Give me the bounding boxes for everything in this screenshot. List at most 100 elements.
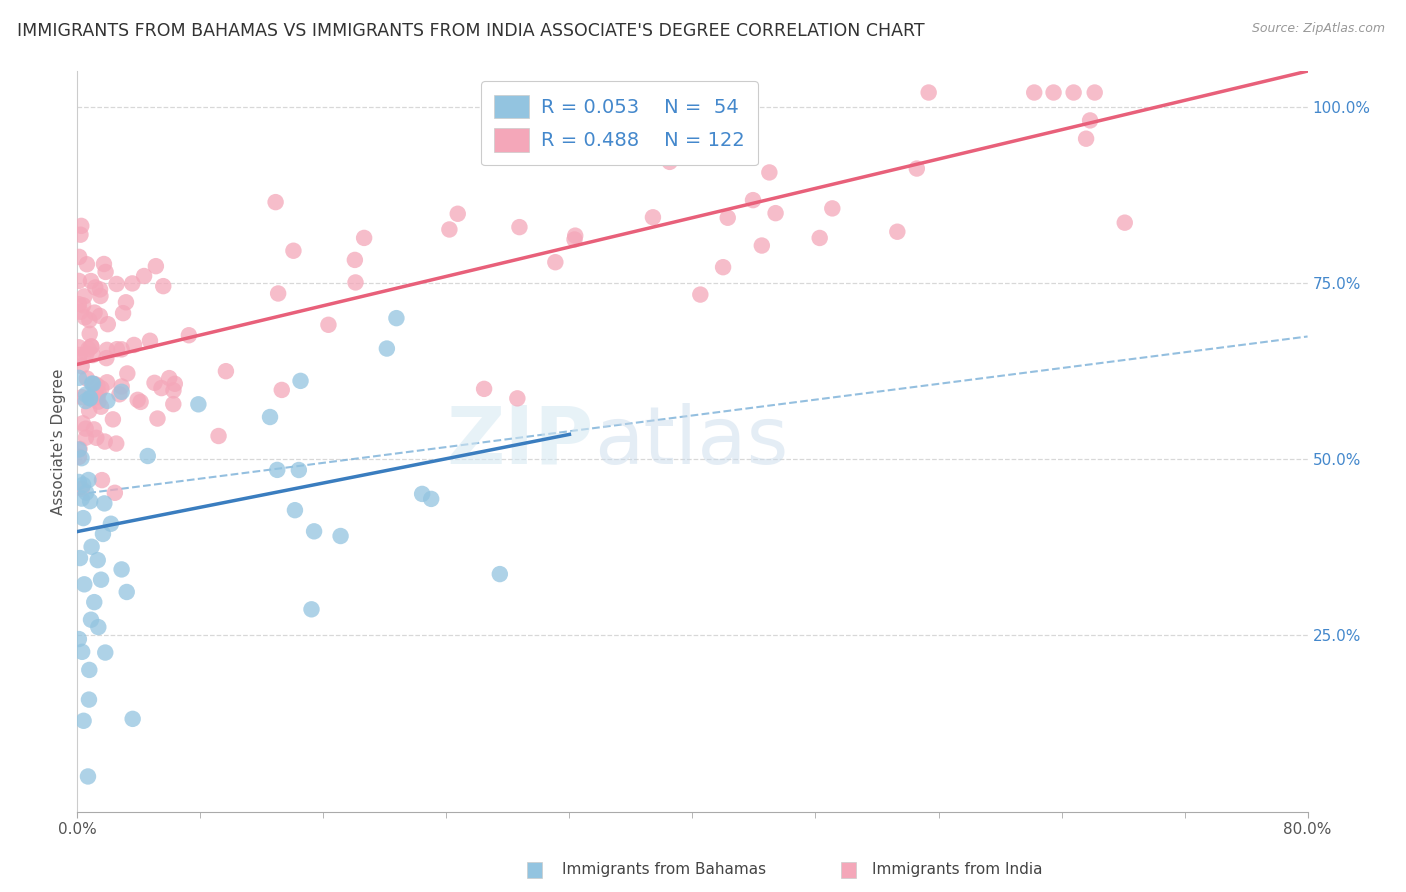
Point	[447, 207, 470, 221]
Point	[318, 318, 340, 332]
Text: Source: ZipAtlas.com: Source: ZipAtlas.com	[1251, 22, 1385, 36]
Point	[91, 527, 114, 541]
Point	[77, 403, 100, 417]
Point	[67, 475, 90, 489]
Legend: R = 0.053    N =  54, R = 0.488    N = 122: R = 0.053 N = 54, R = 0.488 N = 122	[481, 81, 758, 166]
Point	[157, 371, 180, 385]
Point	[918, 86, 941, 100]
Point	[329, 529, 352, 543]
Point	[70, 219, 93, 233]
Point	[72, 511, 94, 525]
Point	[132, 268, 155, 283]
Point	[96, 351, 118, 365]
Point	[187, 397, 209, 411]
Point	[67, 371, 90, 385]
Point	[375, 342, 398, 356]
Point	[79, 313, 101, 327]
Point	[733, 86, 755, 100]
Point	[1114, 216, 1136, 230]
Point	[69, 551, 91, 566]
Point	[105, 436, 128, 450]
Point	[301, 602, 323, 616]
Point	[72, 714, 94, 728]
Point	[207, 429, 229, 443]
Point	[79, 326, 101, 341]
Point	[72, 417, 94, 431]
Point	[87, 386, 110, 401]
Point	[69, 304, 91, 318]
Point	[544, 255, 567, 269]
Point	[87, 553, 110, 567]
Point	[77, 692, 100, 706]
Point	[89, 309, 111, 323]
Point	[69, 348, 91, 362]
Point	[905, 161, 928, 176]
Y-axis label: Associate's Degree: Associate's Degree	[51, 368, 66, 515]
Point	[742, 193, 765, 207]
Point	[75, 387, 97, 401]
Point	[83, 595, 105, 609]
Point	[411, 487, 433, 501]
Point	[84, 280, 107, 294]
Point	[75, 394, 97, 409]
Point	[94, 265, 117, 279]
Point	[290, 374, 312, 388]
Point	[96, 393, 118, 408]
Point	[72, 298, 94, 312]
Point	[472, 382, 495, 396]
Point	[86, 431, 108, 445]
Point	[821, 202, 844, 216]
Point	[72, 477, 94, 491]
Point	[73, 310, 96, 325]
Point	[77, 473, 100, 487]
Point	[302, 524, 325, 539]
Point	[284, 503, 307, 517]
Point	[79, 494, 101, 508]
Point	[283, 244, 305, 258]
Point	[758, 165, 780, 179]
Point	[765, 206, 787, 220]
Point	[717, 211, 740, 225]
Point	[105, 342, 128, 356]
Point	[97, 317, 120, 331]
Text: Immigrants from India: Immigrants from India	[872, 863, 1042, 877]
Point	[266, 463, 288, 477]
Point	[87, 620, 110, 634]
Point	[111, 343, 134, 357]
Point	[67, 442, 90, 457]
Point	[641, 211, 664, 225]
Point	[108, 387, 131, 401]
Text: ZIP: ZIP	[447, 402, 595, 481]
Point	[343, 252, 366, 267]
Point	[82, 376, 104, 391]
Point	[150, 381, 173, 395]
Point	[80, 613, 103, 627]
Point	[127, 392, 149, 407]
Point	[146, 411, 169, 425]
Point	[84, 386, 107, 401]
Point	[658, 154, 681, 169]
Point	[162, 384, 184, 398]
Point	[121, 277, 143, 291]
Point	[80, 540, 103, 554]
Point	[93, 434, 115, 449]
Point	[259, 410, 281, 425]
Point	[76, 371, 98, 385]
Point	[564, 228, 586, 243]
Point	[87, 394, 110, 409]
Point	[163, 376, 186, 391]
Point	[129, 395, 152, 409]
Point	[70, 451, 93, 466]
Point	[506, 392, 529, 406]
Point	[86, 378, 108, 392]
Point	[93, 496, 115, 510]
Point	[564, 232, 586, 246]
Point	[488, 567, 510, 582]
Point	[73, 577, 96, 591]
Point	[385, 311, 408, 326]
Point	[91, 473, 114, 487]
Text: IMMIGRANTS FROM BAHAMAS VS IMMIGRANTS FROM INDIA ASSOCIATE'S DEGREE CORRELATION : IMMIGRANTS FROM BAHAMAS VS IMMIGRANTS FR…	[17, 22, 925, 40]
Point	[79, 663, 101, 677]
Point	[89, 289, 111, 303]
Point	[115, 585, 138, 599]
